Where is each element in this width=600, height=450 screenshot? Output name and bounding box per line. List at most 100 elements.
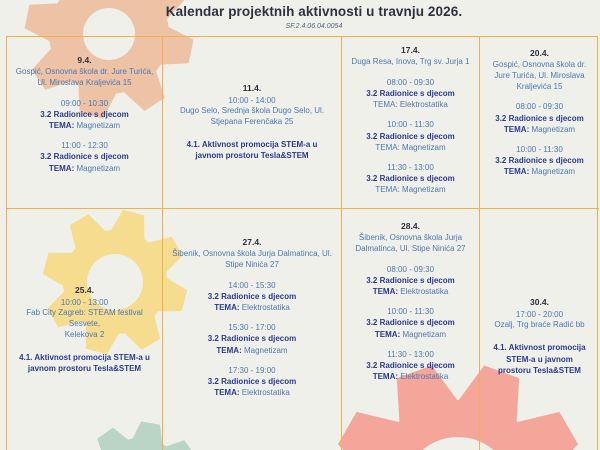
session: 11:30 - 13:00 3.2 Radionice s djecom TEMA:… [349,162,472,196]
session: 17:30 - 19:00 3.2 Radionice s djecom TEMA:… [170,365,334,399]
session-theme: TEMA: Magnetizam [349,184,472,195]
session: 11:30 - 13:00 3.2 Radionice s djecom TEMA:… [349,349,472,383]
theme-label: TEMA: [374,329,401,339]
session-time: 14:00 - 15:30 [228,280,276,290]
calendar-title: Kalendar projektnih aktivnosti u travnju… [165,4,463,19]
session-time: 10:00 - 11:30 [516,144,563,154]
session-time: 11:30 - 13:00 [387,349,434,359]
event-time: 17:00 - 20:00 [515,310,564,319]
event-date: 30.4. [530,297,549,307]
theme-value: Elektrostatika [400,372,449,382]
calendar-cell: 27.4. Šibenik, Osnovna škola Jurja Dalmat… [163,209,342,450]
session-time: 08:00 - 09:30 [515,102,564,112]
session-activity: 3.2 Radionice s djecom [207,376,297,386]
calendar-cell: 17.4. Duga Resa, Inova, Trg sv. Jurja 1 08… [342,37,480,209]
session-activity: 3.2 Radionice s djecom [366,360,455,370]
event-location: Gospić, Osnovna škola dr. Jure Turića, U… [15,67,154,87]
promo-activity: 4.1. Aktivnost promocija STEM-a u javnom… [493,342,586,376]
theme-value: Magnetizam [402,185,446,195]
calendar-cell: 11.4. 10:00 - 14:00 Dugo Selo, Srednja ško… [163,37,342,209]
calendar-grid: 9.4. Gospić, Osnovna škola dr. Jure Turić… [6,36,599,450]
theme-label: TEMA: [48,120,75,130]
session-time: 15:30 - 17:00 [228,323,276,333]
calendar-cell: 25.4. 10:00 - 13:00 Fab City Zagreb: STEAM… [7,209,163,450]
project-code: SF.2.4.06.04.0054 [285,23,343,30]
calendar-cell: 9.4. Gospić, Osnovna škola dr. Jure Turić… [7,37,163,209]
session-time: 17:30 - 19:00 [228,365,276,375]
event-date: 17.4. [401,45,420,55]
theme-label: TEMA: [214,302,240,312]
session-theme: TEMA: Magnetizam [349,329,472,340]
event-time: 10:00 - 14:00 [228,96,276,105]
session-theme: TEMA: Magnetizam [14,120,155,131]
theme-label: TEMA: [216,345,242,355]
theme-value: Magnetizam [402,329,447,339]
session: 08:00 - 09:30 3.2 Radionice s djecom TEMA:… [349,77,472,111]
event-location: Fab City Zagreb: STEAM festival Sesvete,… [26,308,143,339]
session-activity: 3.2 Radionice s djecom [366,275,455,285]
session-time: 08:00 - 09:30 [386,77,435,87]
session-time: 08:00 - 09:30 [386,264,435,274]
event-date: 20.4. [530,48,549,58]
session-theme: TEMA: Elektrostatika [170,387,334,398]
session-activity: 3.2 Radionice s djecom [366,131,455,141]
theme-value: Elektrostatika [399,100,448,110]
calendar-cell: 30.4. 17:00 - 20:00 Ozalj, Trg braće Radić… [480,209,599,450]
session-theme: TEMA: Elektrostatika [349,99,472,110]
promo-activity: 4.1. Aktivnost promocija STEM-a u javnom… [186,139,318,161]
theme-label: TEMA: [372,372,399,382]
event-location: Gospić, Osnovna škola dr. Jure Turića, U… [492,60,587,91]
theme-value: Elektrostatika [241,302,290,312]
event-date: 28.4. [401,221,420,231]
event-location: Šibenik, Osnovna škola Jurja Dalmatinca,… [172,249,332,269]
event-time: 10:00 - 13:00 [60,298,109,307]
session-theme: TEMA: Elektrostatika [349,286,472,297]
theme-label: TEMA: [214,388,240,398]
session-theme: TEMA: Magnetizam [487,124,592,135]
session-time: 11:00 - 12:30 [61,141,108,151]
theme-label: TEMA: [375,185,400,195]
session-theme: TEMA: Elektrostatika [170,302,334,313]
theme-value: Magnetizam [402,142,446,152]
theme-value: Magnetizam [531,124,576,134]
theme-label: TEMA: [373,100,398,110]
session-activity: 3.2 Radionice s djecom [495,113,584,123]
event-date: 11.4. [242,83,262,93]
event-location: Ozalj, Trg braće Radić bb [494,320,585,330]
session: 08:00 - 09:30 3.2 Radionice s djecom TEMA:… [349,264,472,298]
promo-activity: 4.1. Aktivnost promocija STEM-a u javnom… [19,352,150,374]
session-activity: 3.2 Radionice s djecom [207,291,297,301]
session-time: 11:30 - 13:00 [387,162,434,172]
session: 10:00 - 11:30 3.2 Radionice s djecom TEMA:… [349,306,472,340]
theme-value: Magnetizam [76,120,121,130]
calendar-cell: 28.4. Šibenik, Osnovna škola Jurja Dalmat… [342,209,480,450]
session: 10:00 - 11:30 3.2 Radionice s djecom TEMA:… [349,119,472,153]
theme-value: Elektrostatika [400,286,449,296]
session: 11:00 - 12:30 3.2 Radionice s djecom TEMA:… [14,140,155,174]
theme-label: TEMA: [375,142,400,152]
session: 15:30 - 17:00 3.2 Radionice s djecom TEMA:… [170,322,334,356]
theme-value: Magnetizam [243,345,288,355]
session-activity: 3.2 Radionice s djecom [366,88,455,98]
theme-value: Magnetizam [531,167,576,177]
calendar-cell: 20.4. Gospić, Osnovna škola dr. Jure Turi… [480,37,599,209]
session-time: 09:00 - 10:30 [60,98,109,108]
event-location: Šibenik, Osnovna škola Jurja Dalmatinca,… [355,233,466,253]
theme-label: TEMA: [503,124,530,134]
event-location: Dugo Selo, Srednja škola Dugo Selo, Ul. … [179,106,325,126]
theme-label: TEMA: [503,167,530,177]
session-theme: TEMA: Magnetizam [487,166,592,177]
session-time: 10:00 - 11:30 [387,120,434,130]
session-activity: 3.2 Radionice s djecom [366,174,455,184]
theme-value: Elektrostatika [241,388,290,398]
session-theme: TEMA: Magnetizam [170,345,334,356]
session-activity: 3.2 Radionice s djecom [40,152,129,162]
session-theme: TEMA: Magnetizam [349,142,472,153]
theme-label: TEMA: [48,163,75,173]
event-date: 9.4. [77,55,92,65]
session-activity: 3.2 Radionice s djecom [207,334,297,344]
theme-label: TEMA: [372,286,399,296]
session-activity: 3.2 Radionice s djecom [495,156,584,166]
session: 08:00 - 09:30 3.2 Radionice s djecom TEMA:… [487,101,592,135]
